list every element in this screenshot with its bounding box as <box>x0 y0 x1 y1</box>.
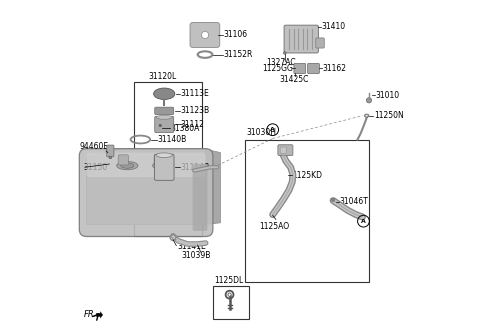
Text: 31030H: 31030H <box>247 128 276 137</box>
Polygon shape <box>86 149 119 224</box>
Text: 31123B: 31123B <box>180 106 209 115</box>
Text: 31380A: 31380A <box>170 124 200 133</box>
Bar <box>134 82 203 236</box>
FancyBboxPatch shape <box>280 147 287 153</box>
Ellipse shape <box>202 31 209 39</box>
Ellipse shape <box>156 163 170 168</box>
FancyBboxPatch shape <box>79 149 213 236</box>
FancyBboxPatch shape <box>192 164 207 231</box>
Text: 31140B: 31140B <box>158 135 187 144</box>
Ellipse shape <box>366 115 368 116</box>
Polygon shape <box>86 157 206 224</box>
Text: 31112: 31112 <box>180 120 204 129</box>
FancyBboxPatch shape <box>284 25 318 53</box>
Text: 31046T: 31046T <box>340 197 369 206</box>
Text: 31162: 31162 <box>323 64 347 73</box>
Text: 1327AC: 1327AC <box>266 58 296 67</box>
Ellipse shape <box>156 115 172 119</box>
Circle shape <box>228 293 231 296</box>
Text: A: A <box>270 127 275 132</box>
FancyBboxPatch shape <box>278 145 293 155</box>
FancyBboxPatch shape <box>155 107 174 115</box>
Bar <box>245 139 369 281</box>
Ellipse shape <box>121 163 134 168</box>
Ellipse shape <box>154 88 175 99</box>
FancyBboxPatch shape <box>118 155 128 165</box>
Ellipse shape <box>332 198 335 202</box>
Text: 31113E: 31113E <box>180 89 209 98</box>
Ellipse shape <box>366 98 372 103</box>
Ellipse shape <box>283 51 286 54</box>
Text: 31010: 31010 <box>375 91 399 100</box>
Ellipse shape <box>109 156 112 159</box>
Text: 31120L: 31120L <box>148 72 177 81</box>
Polygon shape <box>96 312 103 318</box>
FancyBboxPatch shape <box>86 153 206 177</box>
Text: 31410: 31410 <box>322 22 346 31</box>
Text: 31425C: 31425C <box>279 75 309 84</box>
FancyBboxPatch shape <box>190 23 220 48</box>
Text: FR.: FR. <box>84 310 97 319</box>
Text: 31150: 31150 <box>83 163 108 172</box>
Polygon shape <box>206 149 220 224</box>
FancyBboxPatch shape <box>308 63 319 73</box>
Ellipse shape <box>153 162 174 170</box>
Polygon shape <box>86 149 206 169</box>
Ellipse shape <box>117 162 138 170</box>
FancyBboxPatch shape <box>107 145 114 157</box>
Ellipse shape <box>364 114 369 117</box>
FancyBboxPatch shape <box>154 155 164 165</box>
FancyBboxPatch shape <box>155 116 174 133</box>
Text: 1125DL: 1125DL <box>214 276 243 285</box>
Text: 31152R: 31152R <box>224 50 253 59</box>
Ellipse shape <box>159 124 162 127</box>
Text: 94460E: 94460E <box>80 142 109 151</box>
Text: 1125GG: 1125GG <box>262 64 293 73</box>
Ellipse shape <box>156 153 172 157</box>
FancyBboxPatch shape <box>155 154 174 180</box>
Text: 11250N: 11250N <box>374 111 404 120</box>
FancyBboxPatch shape <box>316 38 324 48</box>
Text: 31106: 31106 <box>224 31 248 39</box>
Text: 31114B: 31114B <box>180 163 209 172</box>
Bar <box>213 286 249 319</box>
Text: 31141E: 31141E <box>177 242 206 251</box>
Text: A: A <box>361 219 366 224</box>
FancyBboxPatch shape <box>294 63 306 73</box>
Text: 1125AO: 1125AO <box>260 221 290 231</box>
Text: 1125KD: 1125KD <box>292 171 322 180</box>
Text: 31039B: 31039B <box>181 251 211 260</box>
